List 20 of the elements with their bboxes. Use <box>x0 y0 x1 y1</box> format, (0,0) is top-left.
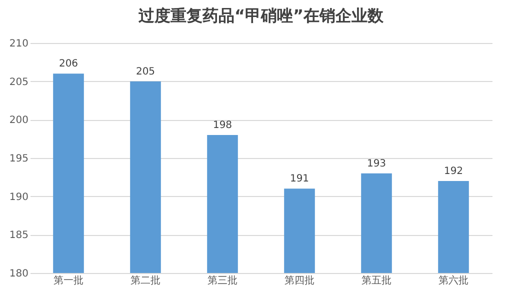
x-tick-label: 第六批 <box>438 274 468 286</box>
data-label: 193 <box>366 158 386 170</box>
y-tick-label: 195 <box>9 154 28 164</box>
data-label: 192 <box>444 166 464 177</box>
x-tick-label: 第三批 <box>208 274 238 286</box>
data-label: 198 <box>212 120 232 131</box>
x-tick-label: 第一批 <box>54 274 84 286</box>
y-tick-label: 200 <box>9 115 28 126</box>
y-tick-label: 180 <box>9 268 28 280</box>
y-tick-label: 190 <box>9 192 28 203</box>
data-label: 206 <box>58 58 78 70</box>
data-label: 191 <box>290 174 310 185</box>
x-tick-label: 第四批 <box>284 274 314 286</box>
y-tick-label: 185 <box>9 230 28 242</box>
y-tick-label: 210 <box>9 38 28 50</box>
x-tick-label: 第五批 <box>362 274 392 286</box>
chart-title: 过度重复药品“甲硝唑”在销企业数 <box>137 6 385 25</box>
y-tick-label: 205 <box>9 76 28 88</box>
x-tick-label: 第二批 <box>130 274 160 286</box>
data-label: 205 <box>136 66 156 78</box>
